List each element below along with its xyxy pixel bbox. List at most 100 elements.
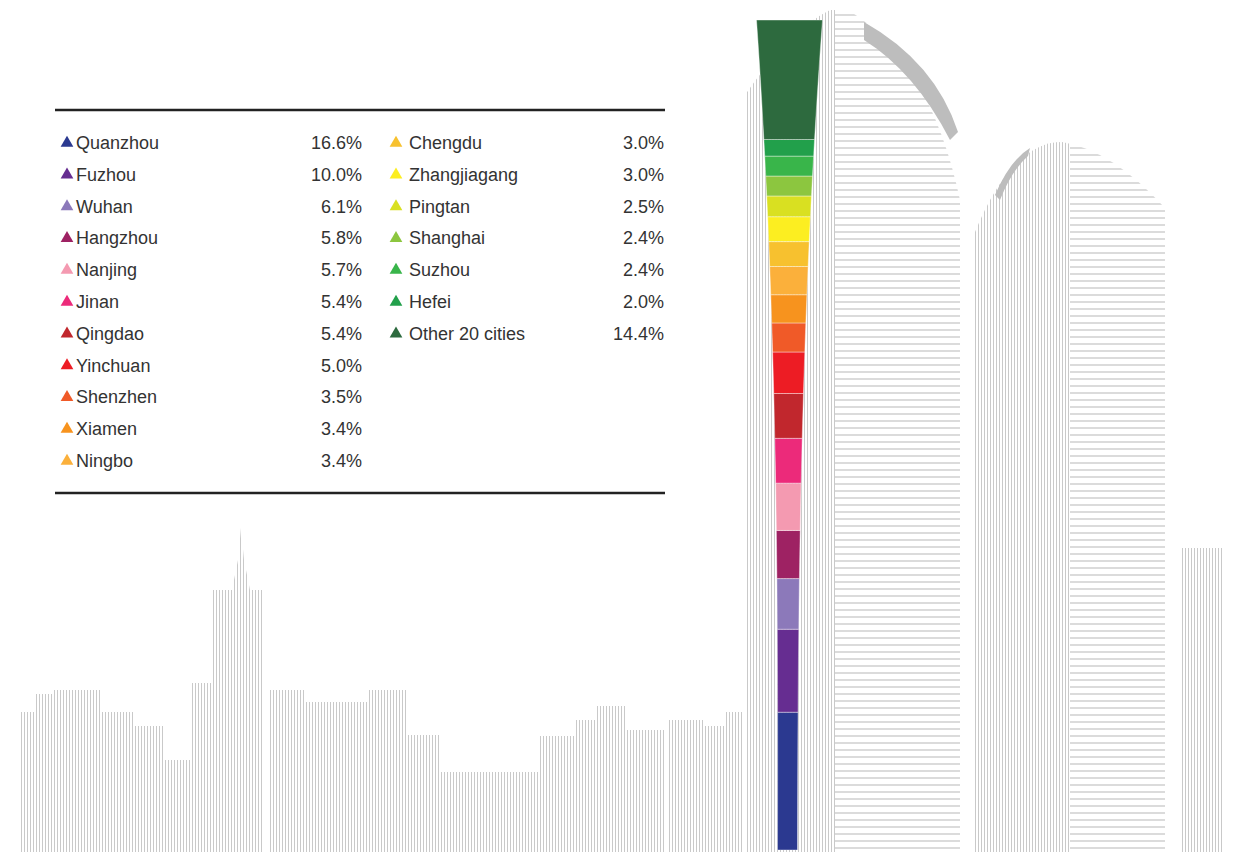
legend-rule	[55, 109, 665, 112]
bar-segment	[774, 394, 804, 439]
legend-value: 2.0%	[623, 292, 664, 312]
bar-segment	[770, 267, 808, 295]
legend-symbol	[390, 199, 403, 210]
skyline-building	[408, 735, 440, 852]
legend-symbol	[390, 136, 403, 147]
legend-symbol	[61, 295, 74, 306]
skyline-building	[20, 712, 34, 852]
legend-value: 3.4%	[321, 451, 362, 471]
legend-label: Nanjing	[76, 260, 137, 280]
legend-symbol	[61, 358, 74, 369]
legend-symbol	[390, 231, 403, 242]
bar-segment	[772, 323, 806, 352]
legend-label: Shenzhen	[76, 387, 157, 407]
legend-value: 5.8%	[321, 228, 362, 248]
skyline-building	[212, 590, 264, 852]
legend-symbol	[61, 326, 74, 337]
legend-item: Shenzhen 3.5%	[61, 387, 362, 407]
legend-value: 5.7%	[321, 260, 362, 280]
tower-facade	[1070, 0, 1170, 852]
legend-value: 14.4%	[613, 324, 664, 344]
legend-symbol	[61, 231, 74, 242]
tower-facade	[740, 0, 835, 852]
legend-label: Zhangjiagang	[409, 165, 518, 185]
chart-root: Quanzhou16.6%Fuzhou10.0%Wuhan6.1%Hangzho…	[0, 0, 1255, 852]
bar-segment	[776, 530, 800, 578]
bar-segment	[771, 295, 807, 323]
legend-value: 5.4%	[321, 324, 362, 344]
legend-item: Suzhou 2.4%	[390, 260, 664, 280]
legend-label: Jinan	[76, 292, 119, 312]
legend-value: 5.0%	[321, 356, 362, 376]
legend-item: Chengdu 3.0%	[390, 133, 664, 153]
legend-label: Other 20 cities	[409, 324, 525, 344]
legend-label: Chengdu	[409, 133, 482, 153]
legend-value: 5.4%	[321, 292, 362, 312]
skyline-building	[596, 706, 626, 852]
skyline-building	[190, 683, 212, 852]
legend-label: Pingtan	[409, 197, 470, 217]
legend-label: Yinchuan	[76, 356, 150, 376]
legend-item: Yinchuan 5.0%	[61, 356, 362, 376]
skyline-building	[54, 690, 100, 852]
skyline-spire	[232, 528, 250, 590]
bar-segment	[766, 176, 813, 196]
bar-segment	[778, 712, 799, 850]
legend-item: Hefei 2.0%	[390, 292, 664, 312]
legend-item: Hangzhou 5.8%	[61, 228, 362, 248]
skyline-building	[304, 702, 368, 852]
skyline-building	[704, 726, 724, 852]
legend-value: 10.0%	[311, 165, 362, 185]
legend: Quanzhou16.6%Fuzhou10.0%Wuhan6.1%Hangzho…	[55, 110, 665, 493]
skyline-building	[668, 720, 704, 852]
legend-symbol	[61, 263, 74, 274]
legend-symbol	[390, 295, 403, 306]
legend-symbol	[61, 454, 74, 465]
legend-symbol	[61, 422, 74, 433]
legend-label: Ningbo	[76, 451, 133, 471]
legend-item: Pingtan 2.5%	[390, 197, 664, 217]
legend-item: Other 20 cities 14.4%	[390, 324, 664, 344]
bar-segment	[757, 20, 823, 140]
bar-segment	[769, 242, 810, 267]
legend-value: 3.0%	[623, 165, 664, 185]
legend-value: 2.5%	[623, 197, 664, 217]
legend-item: Shanghai2.4%	[390, 228, 664, 248]
legend-value: 2.4%	[623, 260, 664, 280]
legend-symbol	[390, 263, 403, 274]
skyline-building	[268, 690, 304, 852]
bar-segment	[773, 352, 805, 394]
legend-item: Jinan 5.4%	[61, 292, 362, 312]
skyline-building	[368, 690, 408, 852]
legend-value: 3.0%	[623, 133, 664, 153]
skyline-building	[540, 736, 574, 852]
tower-roof	[864, 22, 958, 140]
legend-symbol	[390, 326, 403, 337]
skyline-building	[134, 726, 164, 852]
bar-segment	[777, 629, 798, 712]
legend-symbol	[61, 199, 74, 210]
legend-item: Qingdao5.4%	[61, 324, 362, 344]
main-tower	[740, 0, 965, 852]
legend-item: Wuhan6.1%	[61, 197, 362, 217]
bar-segment	[776, 483, 802, 530]
legend-value: 3.5%	[321, 387, 362, 407]
skyline-building	[164, 760, 190, 852]
bar-segment	[765, 156, 814, 176]
legend-item: Fuzhou 10.0%	[61, 165, 362, 185]
legend-label: Suzhou	[409, 260, 470, 280]
legend-label: Shanghai	[409, 228, 485, 248]
legend-rule	[55, 492, 665, 495]
skyline-building	[440, 772, 540, 852]
legend-value: 3.4%	[321, 419, 362, 439]
legend-label: Hangzhou	[76, 228, 158, 248]
skyline-building	[726, 712, 742, 852]
legend-label: Quanzhou	[76, 133, 159, 153]
legend-label: Fuzhou	[76, 165, 136, 185]
skyline-building	[626, 730, 666, 852]
legend-item: Zhangjiagang 3.0%	[390, 165, 664, 185]
tower-roof	[995, 148, 1030, 200]
chart-svg: Quanzhou16.6%Fuzhou10.0%Wuhan6.1%Hangzho…	[0, 0, 1255, 852]
tower-facade	[835, 0, 965, 852]
legend-label: Hefei	[409, 292, 451, 312]
